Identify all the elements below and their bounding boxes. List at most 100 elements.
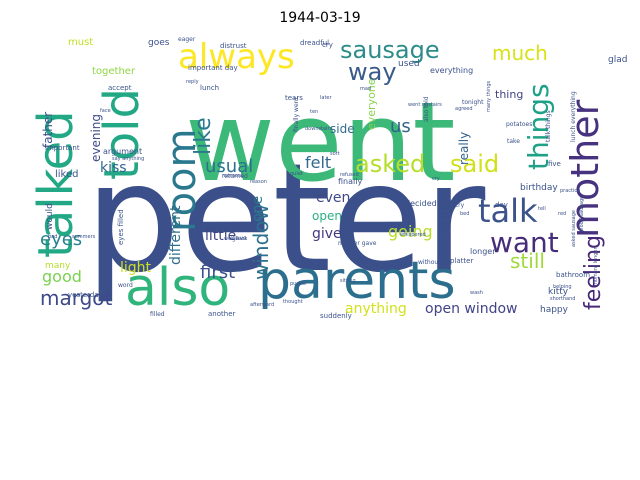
word-told: told [94,88,150,180]
word-yesterday: yesterday [68,291,103,299]
word-thought: thought [283,299,303,305]
word-well-back: well back [224,236,248,242]
word-way: way [348,58,397,86]
word-wonderful: wonderful [437,205,452,270]
word-bathroom: bathroom [556,271,590,279]
word-still: still [510,249,545,273]
word-going: going [388,222,433,241]
word-practice: practice [560,188,580,194]
word-distrust: distrust [220,42,247,50]
word-moment-longer: moment longer [593,247,599,286]
word-red: red [558,211,566,217]
word-moment: moment [222,173,243,179]
word-asked: asked [355,150,425,178]
word-things: things [522,83,555,170]
cloud-title: 1944-03-19 [279,10,361,26]
word-also-told: also told [423,96,430,122]
word-quiet: quiet [290,171,303,177]
word-glad: glad [608,55,627,65]
word-open: open [312,209,342,223]
word-face: face [100,108,111,114]
word-blood-sausage: blood sausage [579,196,585,232]
cloud-background [35,32,605,323]
word-suddenly: suddenly [320,312,352,320]
word-five: five [548,160,561,168]
word-sort: sort [330,151,340,157]
word-bad: bad [48,234,57,240]
word-potatoes: potatoes [506,121,532,128]
word-said: said [450,150,499,178]
word-cry: cry [432,176,440,182]
word-reason: reason [250,179,267,185]
word-open-window: open window [425,301,518,317]
word-together: together [92,66,136,77]
word-mother-gave: mother gave [338,240,377,247]
word-evening: evening [89,114,103,162]
word-wash: wash [470,290,483,296]
word-really: really [457,132,471,165]
word-good-cry: good cry [438,202,465,209]
word-parents: parents [258,251,456,311]
word-lunch-everything: lunch everything [570,91,577,142]
word-kitty: kitty [548,287,569,297]
word-everyone: everyone [365,78,378,130]
word-window: window [249,204,273,280]
word-talk-things: talk things [545,110,552,142]
word-usual: usual [205,156,253,177]
word-goes: goes [148,38,170,48]
word-even: even [316,190,350,206]
word-liked: liked [55,169,79,180]
word-say-anything: say anything [112,156,144,162]
word-first: first [200,262,235,283]
word-reply: reply [186,79,199,85]
word-always: always [178,37,295,77]
word-felt: felt [305,153,331,172]
word-used: used [398,59,420,69]
word-must: must [68,37,93,48]
word-important: important [45,144,80,152]
word-tell: tell [538,206,546,212]
word-went-upstairs: went upstairs [408,102,442,108]
word-returned: returned [222,173,248,180]
word-finally: finally [338,177,362,186]
word-thing: thing [495,88,523,101]
word-kiss: kiss [100,160,127,176]
word-asked-sausage: asked sausage [571,210,577,247]
word-argument: argument [103,147,142,156]
word-much: much [492,41,548,65]
word-father: father [41,112,55,148]
word-feeling: feeling [581,235,606,310]
word-decided: decided [405,199,437,208]
word-happy: happy [540,305,569,315]
word-afterward: afterward [250,302,274,308]
word-refused: refused [340,172,359,178]
word-later: later [320,95,332,101]
word-side: side [330,122,355,136]
word-little: little [205,228,236,244]
word-mad: mad [360,86,371,92]
word-eyes: eyes [40,229,82,250]
word-word: word [118,282,133,289]
word-like: like [191,117,216,155]
word-room: room [159,129,205,232]
word-take: take [507,138,520,145]
word-mother: mother [563,99,607,238]
word-cry: cry [322,41,333,49]
word-birthday: birthday [520,183,558,193]
word-lunch: lunch [200,84,219,92]
word-helping: helping [553,284,572,290]
word-dreadful: dreadful [300,39,329,47]
word-anything: anything [345,301,407,317]
word-us: us [390,116,411,137]
word-want: want [490,226,559,259]
word-everything: everything [430,66,473,75]
word-tonight: tonight [462,99,484,106]
word-many-things: many things [486,80,492,112]
word-talked: talked [28,110,84,258]
word-talk: talk [478,192,538,230]
word-would: would [45,203,55,230]
word-ten: ten [310,109,318,115]
word-went: went [185,78,456,206]
word-downstairs: downstairs [305,126,333,132]
